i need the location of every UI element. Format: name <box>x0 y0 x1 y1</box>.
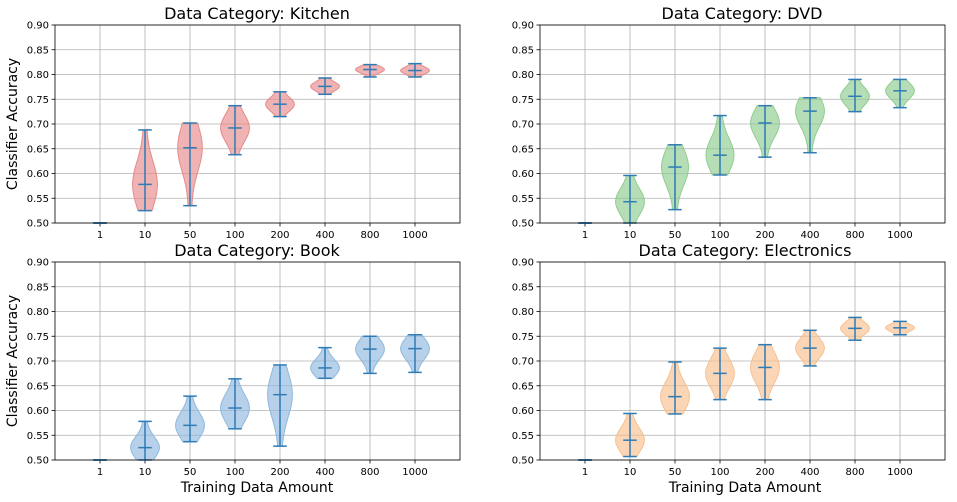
y-tick-label: 0.75 <box>27 332 49 343</box>
x-tick-label: 800 <box>845 467 864 478</box>
y-tick-label: 0.85 <box>27 45 49 56</box>
y-tick-label: 0.70 <box>27 120 49 131</box>
y-tick-label: 0.80 <box>27 307 49 318</box>
y-tick-label: 0.85 <box>512 45 534 56</box>
plot-frame <box>539 24 946 224</box>
y-tick-label: 0.50 <box>27 456 49 467</box>
x-tick-label: 10 <box>624 230 637 241</box>
panel-dvd: Data Category: DVD 0.500.550.600.650.700… <box>512 4 946 241</box>
panel-title: Data Category: Electronics <box>639 241 852 260</box>
x-tick-label: 100 <box>710 467 729 478</box>
panel-kitchen: Data Category: Kitchen Classifier Accura… <box>5 4 461 241</box>
y-tick-label: 0.80 <box>27 70 49 81</box>
x-tick-label: 1000 <box>887 230 912 241</box>
x-tick-label: 200 <box>755 467 774 478</box>
plot-frame <box>539 261 946 461</box>
x-tick-label: 400 <box>315 467 334 478</box>
panel-electronics: Data Category: Electronics Training Data… <box>512 241 946 496</box>
x-tick-label: 1 <box>97 467 103 478</box>
y-tick-label: 0.70 <box>27 357 49 368</box>
x-tick-label: 1000 <box>402 230 427 241</box>
y-tick-label: 0.65 <box>512 144 534 155</box>
x-tick-label: 10 <box>624 467 637 478</box>
x-axis-label: Training Data Amount <box>180 480 334 496</box>
x-tick-label: 50 <box>669 467 682 478</box>
y-tick-label: 0.70 <box>512 357 534 368</box>
violins <box>578 316 915 461</box>
x-axis-label: Training Data Amount <box>668 480 822 496</box>
x-tick-label: 10 <box>139 230 152 241</box>
y-tick-label: 0.75 <box>512 332 534 343</box>
panel-title: Data Category: Kitchen <box>164 4 350 23</box>
panel-title: Data Category: DVD <box>662 4 823 23</box>
y-tick-label: 0.90 <box>27 258 49 269</box>
x-tick-label: 400 <box>800 230 819 241</box>
y-tick-label: 0.65 <box>27 144 49 155</box>
y-tick-label: 0.55 <box>512 431 534 442</box>
y-tick-label: 0.55 <box>512 194 534 205</box>
y-tick-label: 0.85 <box>27 282 49 293</box>
y-tick-label: 0.50 <box>27 219 49 230</box>
x-tick-label: 50 <box>184 230 197 241</box>
panel-book: Data Category: Book Classifier Accuracy … <box>5 241 461 496</box>
y-tick-label: 0.75 <box>512 95 534 106</box>
y-tick-label: 0.65 <box>512 381 534 392</box>
x-tick-label: 200 <box>270 467 289 478</box>
x-tick-label: 1 <box>582 230 588 241</box>
x-tick-label: 400 <box>315 230 334 241</box>
y-tick-label: 0.60 <box>27 169 49 180</box>
plot-frame <box>54 261 461 461</box>
x-tick-label: 1000 <box>887 467 912 478</box>
plot-frame <box>54 24 461 224</box>
y-tick-label: 0.85 <box>512 282 534 293</box>
y-tick-label: 0.55 <box>27 431 49 442</box>
violins <box>93 334 430 461</box>
y-tick-label: 0.90 <box>27 21 49 32</box>
y-tick-label: 0.60 <box>27 406 49 417</box>
y-tick-label: 0.90 <box>512 21 534 32</box>
y-tick-label: 0.70 <box>512 120 534 131</box>
y-tick-label: 0.50 <box>512 219 534 230</box>
violins <box>93 62 430 224</box>
x-tick-label: 200 <box>755 230 774 241</box>
x-tick-label: 10 <box>139 467 152 478</box>
x-tick-label: 800 <box>360 467 379 478</box>
x-tick-label: 100 <box>225 467 244 478</box>
x-tick-label: 400 <box>800 467 819 478</box>
y-axis-label: Classifier Accuracy <box>5 295 21 427</box>
y-tick-label: 0.55 <box>27 194 49 205</box>
y-tick-label: 0.50 <box>512 456 534 467</box>
x-tick-label: 800 <box>845 230 864 241</box>
panel-title: Data Category: Book <box>174 241 340 260</box>
x-tick-label: 1 <box>582 467 588 478</box>
x-tick-label: 1 <box>97 230 103 241</box>
y-tick-label: 0.80 <box>512 307 534 318</box>
x-tick-label: 200 <box>270 230 289 241</box>
x-tick-label: 50 <box>669 230 682 241</box>
y-tick-label: 0.60 <box>512 169 534 180</box>
y-tick-label: 0.80 <box>512 70 534 81</box>
y-tick-label: 0.60 <box>512 406 534 417</box>
y-tick-label: 0.90 <box>512 258 534 269</box>
x-tick-label: 800 <box>360 230 379 241</box>
y-tick-label: 0.75 <box>27 95 49 106</box>
grid: 0.50 0.55 0.60 0.65 0.70 0.75 0.80 0.85 0.90 1 10 5… <box>512 21 945 241</box>
x-tick-label: 50 <box>184 467 197 478</box>
y-axis-label: Classifier Accuracy <box>5 58 21 190</box>
x-tick-label: 100 <box>710 230 729 241</box>
x-tick-label: 100 <box>225 230 244 241</box>
x-tick-label: 1000 <box>402 467 427 478</box>
y-tick-label: 0.65 <box>27 381 49 392</box>
